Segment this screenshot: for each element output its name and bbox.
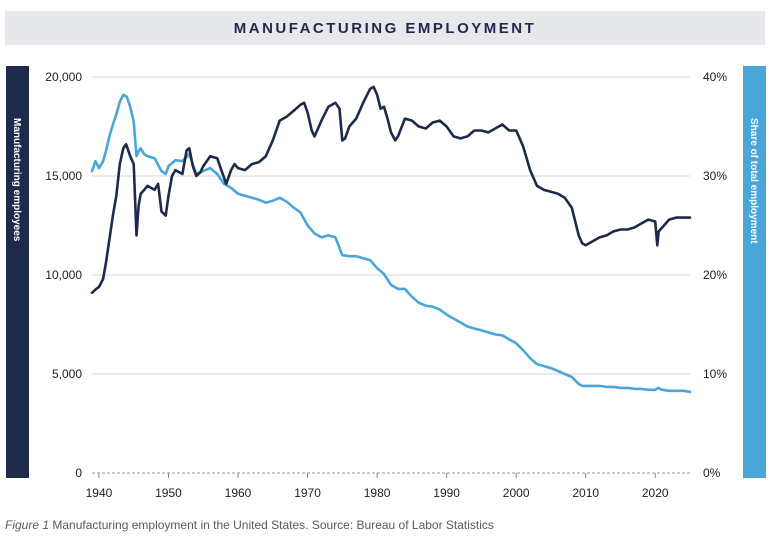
chart-title-bar: MANUFACTURING EMPLOYMENT bbox=[5, 11, 765, 45]
x-tick-label: 2010 bbox=[572, 486, 599, 500]
left-tick-label: 10,000 bbox=[45, 268, 82, 282]
x-tick-label: 1980 bbox=[364, 486, 391, 500]
x-tick-label: 1970 bbox=[294, 486, 321, 500]
right-tick-label: 0% bbox=[703, 466, 721, 480]
chart-title: MANUFACTURING EMPLOYMENT bbox=[233, 19, 537, 37]
right-tick-label: 20% bbox=[703, 268, 727, 282]
figure-caption: Figure 1 Manufacturing employment in the… bbox=[5, 518, 494, 532]
right-tick-label: 40% bbox=[703, 70, 727, 84]
left-tick-label: 20,000 bbox=[45, 70, 82, 84]
x-tick-label: 1940 bbox=[86, 486, 113, 500]
employees-series-line bbox=[90, 85, 692, 295]
caption-text: Manufacturing employment in the United S… bbox=[49, 518, 494, 532]
left-tick-label: 15,000 bbox=[45, 169, 82, 183]
right-tick-label: 10% bbox=[703, 367, 727, 381]
share-series-line bbox=[90, 93, 692, 394]
figure-label: Figure 1 bbox=[5, 518, 50, 532]
left-tick-label: 0 bbox=[75, 466, 82, 480]
right-axis-band: Share of total employment bbox=[743, 66, 766, 478]
x-tick-label: 2020 bbox=[642, 486, 669, 500]
left-axis-band: Manufacturing employees bbox=[6, 66, 29, 478]
x-tick-label: 1990 bbox=[433, 486, 460, 500]
right-tick-label: 30% bbox=[703, 169, 727, 183]
x-tick-label: 1960 bbox=[225, 486, 252, 500]
x-tick-label: 1950 bbox=[155, 486, 182, 500]
left-tick-label: 5,000 bbox=[52, 367, 82, 381]
x-tick-label: 2000 bbox=[503, 486, 530, 500]
